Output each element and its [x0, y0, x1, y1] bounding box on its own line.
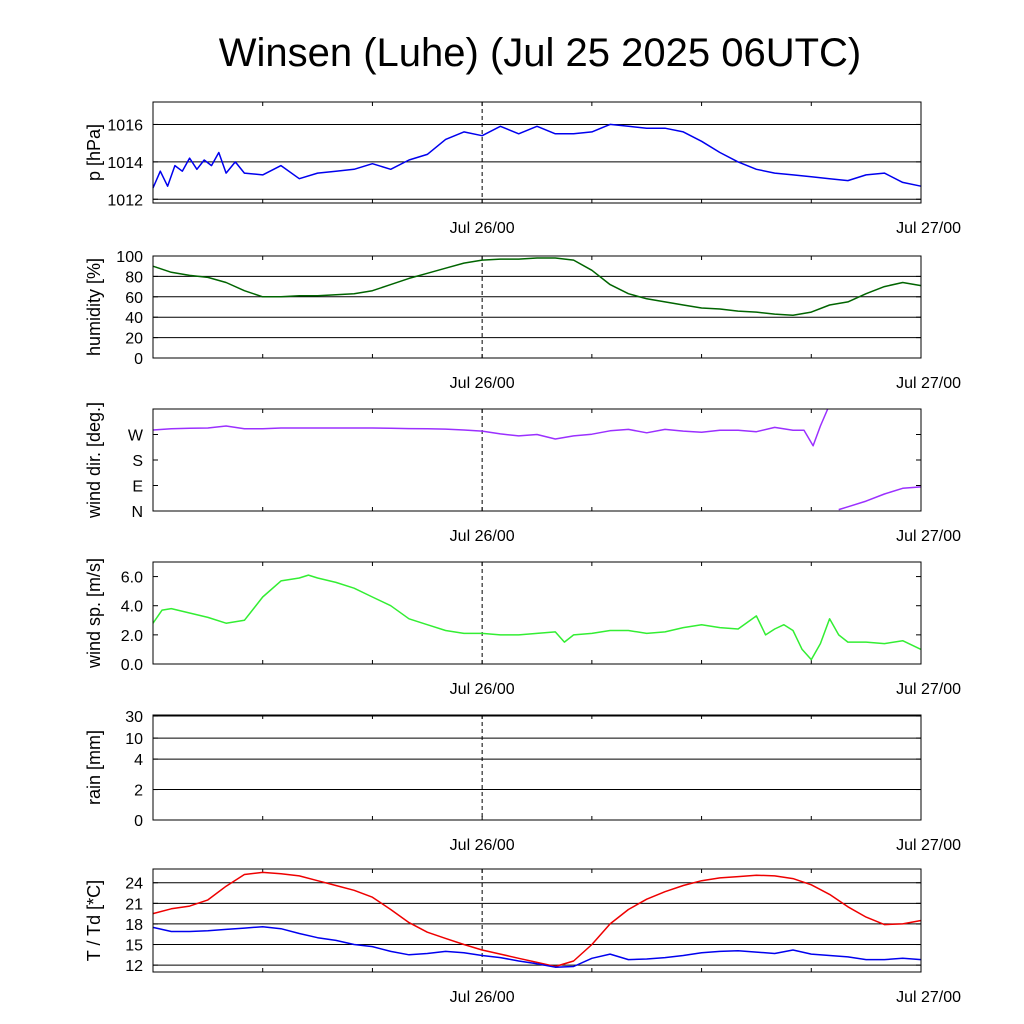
y-axis-label: humidity [%]: [84, 258, 104, 356]
x-date-label: Jul 26/00: [450, 681, 515, 698]
y-tick-label: 0: [134, 351, 143, 368]
series-line-temperature-1: [152, 925, 922, 968]
y-tick-label: 1016: [107, 117, 143, 134]
panel-frame: [152, 868, 922, 973]
series-line-wind_direction-1: [838, 486, 922, 511]
y-tick-label: 21: [125, 896, 143, 913]
panel-wind_speed: 0.0 2.0 4.0 6.0 wind sp. [m/s] Jul 26/00 Jul 2…: [84, 558, 961, 698]
y-tick-label: 15: [125, 938, 143, 955]
series-line-temperature-0: [152, 871, 922, 968]
y-tick-label: 12: [125, 958, 143, 975]
y-tick-label: 1014: [107, 155, 143, 172]
x-date-label: Jul 26/00: [450, 989, 515, 1006]
x-date-label: Jul 26/00: [450, 375, 515, 392]
y-tick-label: 2: [134, 783, 143, 800]
y-tick-label: 10: [125, 731, 143, 748]
y-tick-label: 80: [125, 269, 143, 286]
x-date-label: Jul 26/00: [450, 837, 515, 854]
panel-frame: [152, 714, 922, 821]
y-tick-label: 4.0: [121, 599, 143, 616]
y-tick-label: S: [132, 453, 143, 470]
y-tick-label: 6.0: [121, 570, 143, 587]
panel-frame: [152, 561, 922, 665]
x-date-label: Jul 26/00: [450, 220, 515, 237]
y-axis-label: wind sp. [m/s]: [84, 558, 104, 669]
panel-frame: [152, 101, 922, 204]
y-axis-label: p [hPa]: [84, 124, 104, 181]
series-line-humidity-0: [152, 257, 922, 316]
x-date-label: Jul 27/00: [896, 375, 961, 392]
y-tick-label: 100: [116, 249, 143, 266]
x-date-label: Jul 27/00: [896, 681, 961, 698]
panel-frame: [152, 408, 922, 512]
y-tick-label: 0.0: [121, 657, 143, 674]
y-tick-label: 18: [125, 917, 143, 934]
y-tick-label: 60: [125, 290, 143, 307]
y-axis-label: T / Td [*C]: [84, 880, 104, 961]
x-date-label: Jul 27/00: [896, 528, 961, 545]
chart-title: Winsen (Luhe) (Jul 25 2025 06UTC): [219, 31, 862, 75]
series-line-pressure-0: [152, 123, 922, 189]
x-date-label: Jul 26/00: [450, 528, 515, 545]
x-date-label: Jul 27/00: [896, 220, 961, 237]
y-tick-label: 1012: [107, 192, 143, 209]
y-tick-label: 0: [134, 813, 143, 830]
panel-frame: [152, 255, 922, 359]
y-axis-label: wind dir. [deg.]: [84, 402, 104, 519]
y-tick-label: 30: [125, 709, 143, 726]
x-date-label: Jul 27/00: [896, 837, 961, 854]
y-tick-label: 24: [125, 876, 143, 893]
panel-humidity: 0 20 40 60 80 100 humidity [%] Jul 26/00 Jul 27/…: [84, 249, 961, 392]
x-date-label: Jul 27/00: [896, 989, 961, 1006]
y-tick-label: 40: [125, 310, 143, 327]
series-line-wind_direction-0: [152, 408, 829, 447]
y-axis-label: rain [mm]: [84, 730, 104, 805]
y-tick-label: 20: [125, 331, 143, 348]
panel-temperature: 12 15 18 21 24 T / Td [*C] Jul 26/00 Jul 27/00: [84, 868, 961, 1006]
y-tick-label: 4: [134, 752, 143, 769]
series-line-wind_speed-0: [152, 574, 922, 661]
y-tick-label: N: [131, 504, 143, 521]
y-tick-label: 2.0: [121, 628, 143, 645]
y-tick-label: W: [128, 428, 144, 445]
panel-rain: 0 2 4 10 30 rain [mm] Jul 26/00 Jul 27/00: [84, 709, 961, 854]
y-tick-label: E: [132, 479, 143, 496]
